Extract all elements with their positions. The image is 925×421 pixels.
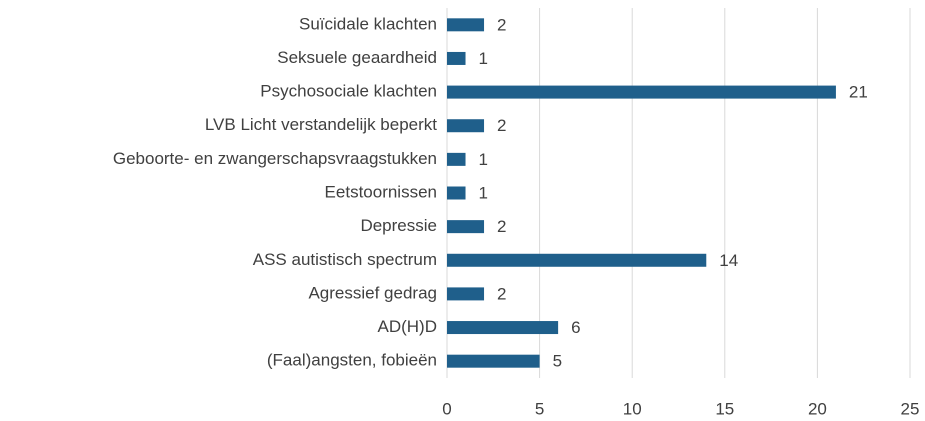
y-tick-label: Depressie <box>360 216 437 235</box>
bar <box>447 51 466 65</box>
x-tick-label: 10 <box>623 399 642 418</box>
y-tick-label: Suïcidale klachten <box>299 14 437 33</box>
data-label: 2 <box>497 217 506 236</box>
data-label: 2 <box>497 284 506 303</box>
bar <box>447 152 466 166</box>
bar <box>447 354 540 368</box>
data-label: 21 <box>849 83 868 102</box>
bar <box>447 18 485 32</box>
y-tick-label: Seksuele geaardheid <box>277 48 437 67</box>
x-tick-label: 15 <box>715 399 734 418</box>
bar <box>447 220 485 234</box>
data-label: 1 <box>479 183 488 202</box>
y-tick-label: (Faal)angsten, fobieën <box>267 351 437 370</box>
x-tick-label: 0 <box>442 399 451 418</box>
x-tick-label: 20 <box>808 399 827 418</box>
bar <box>447 287 485 301</box>
bar <box>447 85 836 99</box>
data-label: 2 <box>497 116 506 135</box>
bar <box>447 119 485 133</box>
y-tick-label: Geboorte- en zwangerschapsvraagstukken <box>113 149 437 168</box>
y-tick-label: Eetstoornissen <box>325 182 437 201</box>
data-label: 5 <box>553 352 562 371</box>
bar <box>447 321 559 335</box>
y-tick-label: LVB Licht verstandelijk beperkt <box>205 115 437 134</box>
y-tick-label: Agressief gedrag <box>308 283 437 302</box>
data-label: 14 <box>719 251 738 270</box>
data-label: 6 <box>571 318 580 337</box>
y-tick-label: Psychosociale klachten <box>260 82 437 101</box>
y-tick-label: AD(H)D <box>378 317 438 336</box>
data-label: 2 <box>497 15 506 34</box>
bar <box>447 186 466 200</box>
x-tick-label: 25 <box>901 399 920 418</box>
y-tick-label: ASS autistisch spectrum <box>253 250 437 269</box>
data-label: 1 <box>479 150 488 169</box>
data-label: 1 <box>479 49 488 68</box>
x-tick-label: 5 <box>535 399 544 418</box>
bar <box>447 253 707 267</box>
